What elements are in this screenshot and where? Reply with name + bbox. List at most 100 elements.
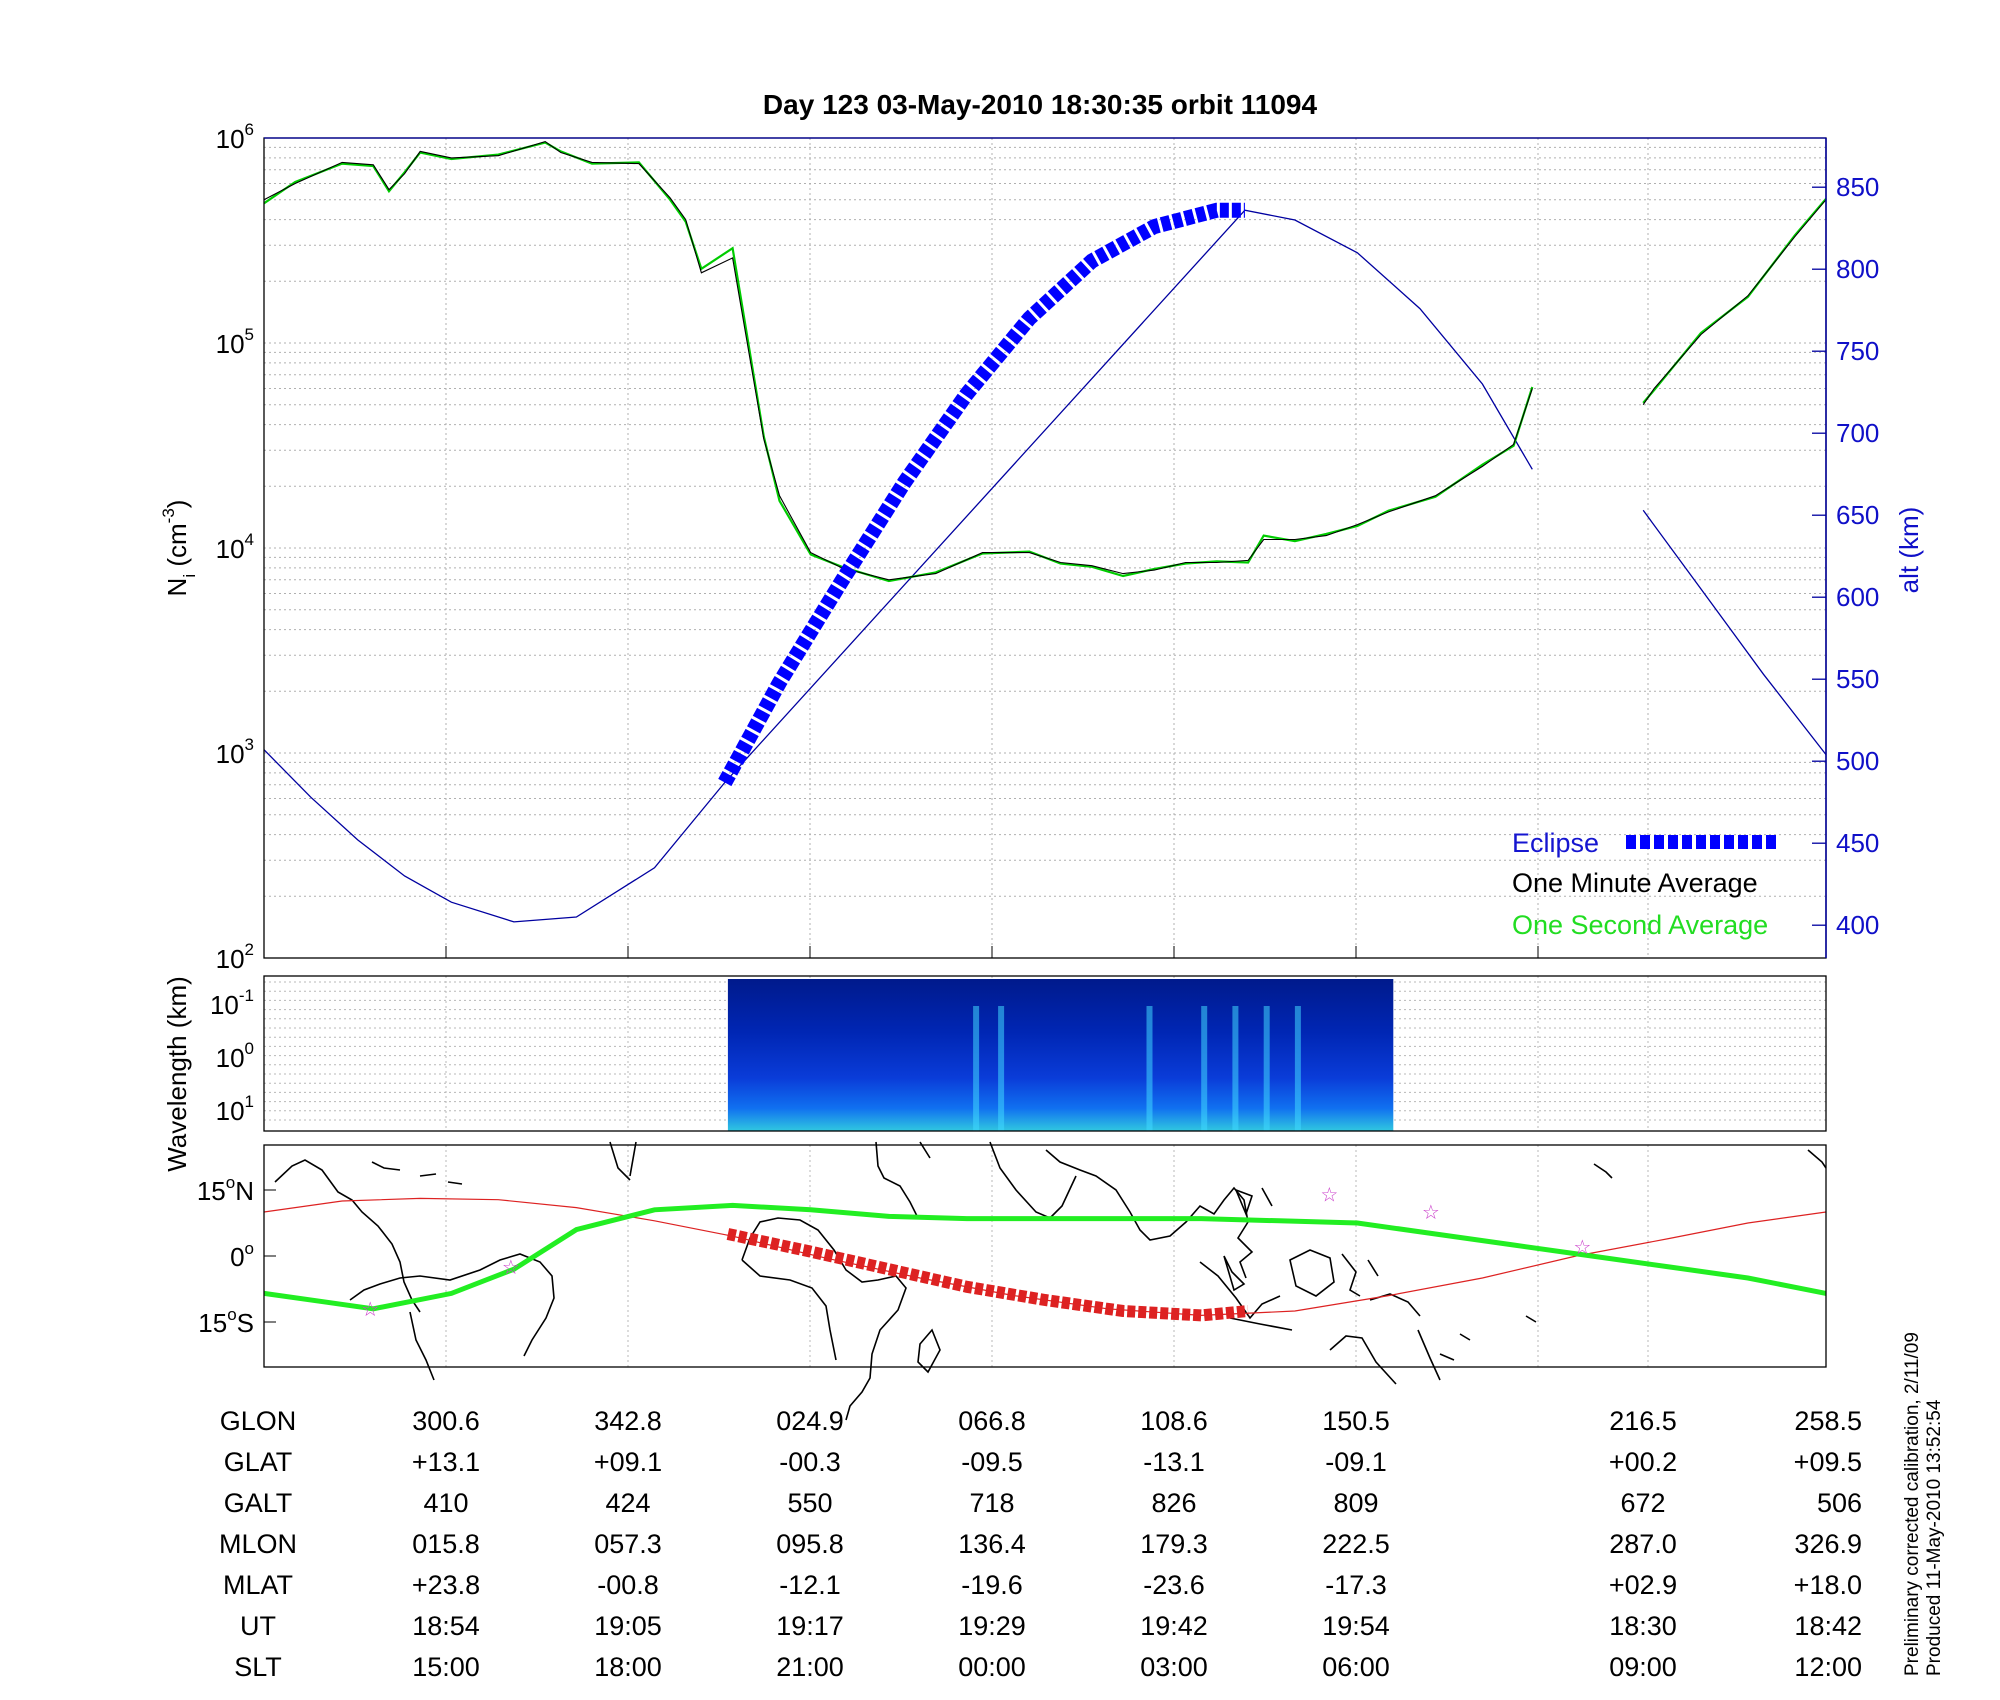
table-cell: -00.8 [597, 1570, 659, 1600]
table-cell: 108.6 [1140, 1406, 1208, 1436]
philippines [1234, 1187, 1273, 1217]
table-cell: 19:42 [1140, 1611, 1208, 1641]
central-america-coast [274, 1159, 421, 1313]
red-sea-coast [875, 1141, 931, 1219]
altitude-tick-label: 500 [1836, 746, 1879, 776]
legend-eclipse-label: Eclipse [1512, 828, 1599, 858]
table-cell: 179.3 [1140, 1529, 1208, 1559]
table-cell: 03:00 [1140, 1652, 1208, 1682]
altitude-tick-label: 800 [1836, 254, 1879, 284]
spectrogram-band [973, 1006, 980, 1131]
south-america-north-coast [349, 1253, 555, 1357]
borneo [1289, 1249, 1335, 1297]
spectrogram-band [998, 1006, 1005, 1131]
table-cell: +18.0 [1794, 1570, 1862, 1600]
table-cell: 06:00 [1322, 1652, 1390, 1682]
south-america-west-coast [409, 1311, 435, 1381]
table-cell: 506 [1817, 1488, 1862, 1518]
table-cell: -09.5 [961, 1447, 1023, 1477]
table-cell: +23.8 [412, 1570, 480, 1600]
map-panel: ☆ ☆ ☆ ☆ ☆ 15oN 0o 15oS [197, 1141, 1827, 1421]
table-row-label: GALT [224, 1488, 293, 1518]
sumatra-java [1199, 1261, 1293, 1331]
footnote-line-1: Preliminary corrected calibration, 2/11/… [1902, 1332, 1923, 1676]
table-cell: 15:00 [412, 1652, 480, 1682]
table-cell: -12.1 [779, 1570, 841, 1600]
altitude-tick-label: 750 [1836, 336, 1879, 366]
table-cell: 424 [605, 1488, 650, 1518]
table-cell: +09.1 [594, 1447, 662, 1477]
altitude-tick-label: 650 [1836, 500, 1879, 530]
density-tick-label: 104 [216, 530, 254, 564]
legend-minute-label: One Minute Average [1512, 868, 1758, 898]
latitude-y-ticks: 15oN 0o 15oS [197, 1173, 276, 1338]
table-cell: 19:54 [1322, 1611, 1390, 1641]
table-cell: 18:00 [594, 1652, 662, 1682]
south-asia-coast [989, 1141, 1254, 1279]
wavelength-y-label: Wavelength (km) [162, 976, 192, 1172]
star-marker: ☆ [1573, 1235, 1591, 1259]
table-cell: 216.5 [1609, 1406, 1677, 1436]
table-cell: +13.1 [412, 1447, 480, 1477]
wavelength-tick-label: 100 [216, 1039, 254, 1073]
altitude-y-ticks: 400 450 500 550 600 650 700 750 800 850 [445, 172, 1879, 958]
table-cell: 342.8 [594, 1406, 662, 1436]
latitude-tick-label: 0o [230, 1239, 254, 1272]
density-tick-label: 105 [216, 325, 254, 359]
density-tick-label: 103 [216, 735, 254, 769]
table-cell: 024.9 [776, 1406, 844, 1436]
table-cell: 21:00 [776, 1652, 844, 1682]
europe-coast [609, 1141, 637, 1181]
table-cell: 18:42 [1794, 1611, 1862, 1641]
chart-title: Day 123 03-May-2010 18:30:35 orbit 11094 [763, 89, 1318, 120]
density-grid [264, 138, 1826, 959]
wavelength-y-ticks: 10-1 100 101 [210, 986, 254, 1126]
coastlines [274, 1141, 1827, 1421]
legend-second-label: One Second Average [1512, 910, 1768, 940]
altitude-tick-label: 550 [1836, 664, 1879, 694]
latitude-tick-label: 15oS [198, 1305, 254, 1338]
orbit-table: GLON GLAT GALT MLON MLAT UT SLT 300.6 +13.1 410 01… [219, 1406, 1862, 1682]
one-minute-average-line [263, 140, 1827, 581]
australia-coast [1329, 1329, 1441, 1385]
sri-lanka-island [1223, 1255, 1246, 1292]
table-cell: 015.8 [412, 1529, 480, 1559]
table-cell: 410 [423, 1488, 468, 1518]
density-tick-label: 106 [216, 120, 254, 154]
table-cell: 222.5 [1322, 1529, 1390, 1559]
footnote: Preliminary corrected calibration, 2/11/… [1902, 1332, 1945, 1676]
caribbean-islands [371, 1161, 463, 1185]
table-cell: -19.6 [961, 1570, 1023, 1600]
table-cell: 150.5 [1322, 1406, 1390, 1436]
density-y-ticks: 102 103 104 105 106 [216, 120, 254, 974]
table-row-label: UT [240, 1611, 276, 1641]
star-marker: ☆ [502, 1255, 520, 1279]
map-tracks [263, 1197, 1827, 1322]
table-cell: 326.9 [1794, 1529, 1862, 1559]
legend: Eclipse One Minute Average One Second Av… [1512, 828, 1778, 940]
table-cell: 19:29 [958, 1611, 1026, 1641]
density-panel: 102 103 104 105 106 400 450 500 550 600 650 700 750… [159, 120, 1924, 974]
table-cell: 09:00 [1609, 1652, 1677, 1682]
spectrogram-bands [973, 1006, 1301, 1131]
table-cell: 095.8 [776, 1529, 844, 1559]
table-cell: 550 [787, 1488, 832, 1518]
table-cell: -23.6 [1143, 1570, 1205, 1600]
table-row-label: GLAT [224, 1447, 293, 1477]
spectrogram-frame [263, 975, 1827, 1132]
latitude-tick-label: 15oN [197, 1173, 254, 1206]
table-cell: 809 [1333, 1488, 1378, 1518]
table-cell: +02.9 [1609, 1570, 1677, 1600]
spectrogram-image [727, 979, 1394, 1131]
table-row-label: SLT [234, 1652, 282, 1682]
map-stars: ☆ ☆ ☆ ☆ ☆ [361, 1182, 1591, 1320]
altitude-tick-label: 400 [1836, 910, 1879, 940]
density-tick-label: 102 [216, 940, 254, 974]
spectrogram-band [1146, 1006, 1153, 1131]
eclipse-line [718, 202, 1245, 787]
map-grid [445, 1145, 1649, 1367]
altitude-y-label: alt (km) [1894, 507, 1924, 594]
wavelength-tick-label: 10-1 [210, 986, 254, 1020]
table-cell: -09.1 [1325, 1447, 1387, 1477]
